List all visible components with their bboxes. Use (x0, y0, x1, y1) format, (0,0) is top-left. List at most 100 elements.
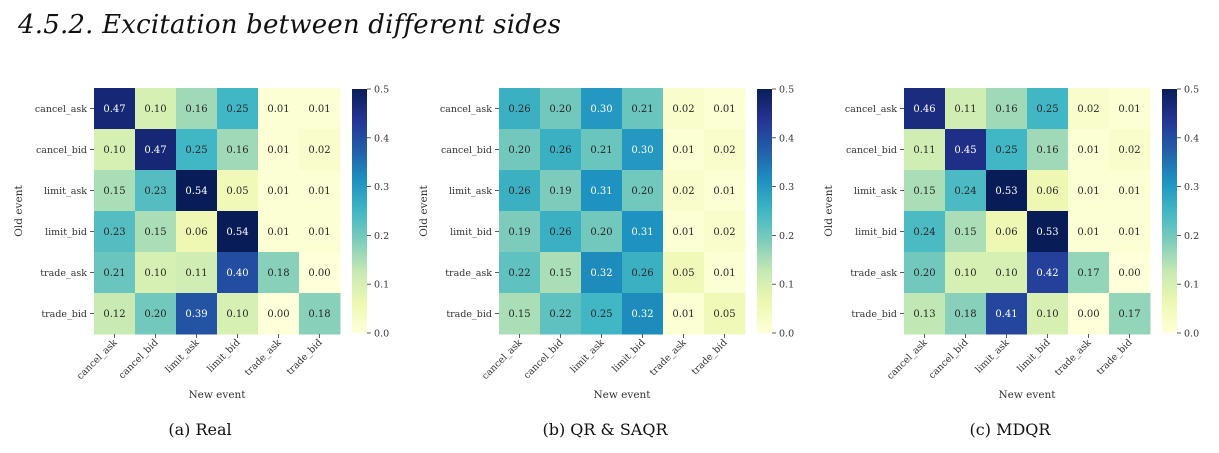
cell-value-label: 0.40 (226, 268, 248, 279)
cell-value-label: 0.21 (631, 104, 653, 115)
cell-value-label: 0.53 (1036, 227, 1058, 238)
heatmap-cell (581, 88, 623, 130)
heatmap-cell (540, 170, 582, 212)
y-tick-label: trade_ask (40, 268, 87, 279)
heatmap-cell (904, 252, 946, 294)
heatmap-qr-saqr: 0.26 0.20 0.30 0.21 0.02 0.010.20 0.26 0.21 0.30… (418, 85, 794, 402)
heatmap-cell (622, 252, 664, 294)
cell-value-label: 0.26 (508, 186, 530, 197)
cell-value-label: 0.31 (631, 227, 653, 238)
colorbar-tick-label: 0.1 (1184, 280, 1199, 291)
cell-value-label: 0.32 (590, 268, 612, 279)
heatmap-cell (581, 129, 623, 171)
heatmap-cell (945, 88, 987, 130)
cell-value-label: 0.06 (1036, 186, 1058, 197)
y-axis-label: Old event (418, 185, 430, 237)
heatmap-cell (135, 170, 177, 212)
cell-value-label: 0.25 (226, 104, 248, 115)
heatmap-cell (945, 252, 987, 294)
cell-value-label: 0.01 (267, 104, 289, 115)
heatmap-cell (94, 170, 136, 212)
heatmap-cell (904, 293, 946, 335)
x-tick-label: limit_bid (610, 337, 647, 374)
heatmap-cell (986, 252, 1028, 294)
cell-value-label: 0.01 (672, 145, 694, 156)
cell-value-label: 0.20 (549, 104, 571, 115)
heatmap-cell (176, 170, 218, 212)
cell-value-label: 0.15 (103, 186, 125, 197)
heatmap-cell (217, 129, 259, 171)
heatmap-cell (704, 211, 746, 253)
heatmap-cell (986, 88, 1028, 130)
cell-value-label: 0.16 (1036, 145, 1058, 156)
cell-value-label: 0.54 (226, 227, 248, 238)
cell-value-label: 0.26 (508, 104, 530, 115)
cell-value-label: 0.01 (672, 227, 694, 238)
heatmap-cell (540, 129, 582, 171)
heatmap-cell (663, 129, 705, 171)
heatmap-cell (176, 293, 218, 335)
heatmap-cell (299, 129, 341, 171)
heatmap-cell (499, 252, 541, 294)
y-tick-label: trade_ask (850, 268, 897, 279)
panel-caption: (a) Real (168, 420, 232, 439)
heatmap-cell (540, 293, 582, 335)
x-tick-label: limit_bid (205, 337, 242, 374)
cell-value-label: 0.20 (590, 227, 612, 238)
cell-value-label: 0.10 (226, 309, 248, 320)
heatmap-cell (904, 129, 946, 171)
heatmap-cell (299, 170, 341, 212)
y-tick-label: trade_bid (446, 309, 492, 320)
heatmap-cell (94, 88, 136, 130)
cell-value-label: 0.10 (995, 268, 1017, 279)
colorbar-tick-label: 0.4 (374, 133, 389, 144)
heatmap-cell (904, 211, 946, 253)
y-tick-label: cancel_bid (36, 145, 87, 156)
y-tick-label: trade_bid (41, 309, 87, 320)
colorbar-tick-label: 0.3 (1184, 182, 1199, 193)
heatmap-cell (581, 252, 623, 294)
cell-value-label: 0.39 (185, 309, 207, 320)
heatmap-cell (176, 211, 218, 253)
cell-value-label: 0.25 (1036, 104, 1058, 115)
cell-value-label: 0.18 (267, 268, 289, 279)
cell-value-label: 0.17 (1118, 309, 1140, 320)
heatmap-cell (540, 252, 582, 294)
colorbar-tick-label: 0.3 (779, 182, 794, 193)
heatmap-cell (704, 170, 746, 212)
cell-value-label: 0.06 (995, 227, 1017, 238)
cell-value-label: 0.15 (144, 227, 166, 238)
x-tick-label: limit_ask (568, 337, 606, 375)
cell-value-label: 0.02 (672, 186, 694, 197)
cell-value-label: 0.53 (995, 186, 1017, 197)
heatmap-cell (258, 170, 300, 212)
cell-value-label: 0.02 (308, 145, 330, 156)
y-tick-label: cancel_bid (441, 145, 492, 156)
cell-value-label: 0.21 (103, 268, 125, 279)
x-axis-label: New event (593, 389, 651, 401)
heatmap-cell (986, 211, 1028, 253)
heatmap-cell (258, 293, 300, 335)
cell-value-label: 0.00 (308, 268, 330, 279)
cell-value-label: 0.20 (913, 268, 935, 279)
colorbar (352, 89, 367, 333)
panel-caption: (b) QR & SAQR (542, 420, 668, 439)
cell-value-label: 0.22 (508, 268, 530, 279)
panel-caption: (c) MDQR (969, 420, 1051, 439)
cell-value-label: 0.20 (631, 186, 653, 197)
heatmap-mdqr: 0.46 0.11 0.16 0.25 0.02 0.01 0.11 0.45 0.25 0.16… (823, 85, 1199, 402)
heatmap-cell (904, 170, 946, 212)
heatmap-cell (217, 170, 259, 212)
heatmap-cell (704, 252, 746, 294)
cell-value-label: 0.01 (1077, 186, 1099, 197)
heatmap-cell (986, 293, 1028, 335)
heatmap-cell (704, 293, 746, 335)
heatmap-cell (94, 129, 136, 171)
cell-value-label: 0.20 (508, 145, 530, 156)
cell-value-label: 0.01 (267, 227, 289, 238)
colorbar-tick-label: 0.5 (374, 85, 389, 96)
cell-value-label: 0.46 (913, 104, 935, 115)
y-tick-label: limit_ask (854, 186, 897, 197)
colorbar-tick-label: 0.2 (779, 231, 794, 242)
colorbar-tick-label: 0.0 (374, 329, 389, 340)
